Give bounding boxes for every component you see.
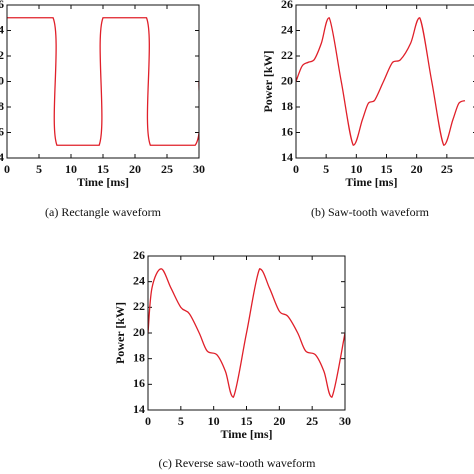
x-tick-label: 5 (36, 162, 42, 176)
x-tick-label: 5 (323, 162, 329, 176)
y-tick-label: 22 (281, 48, 293, 62)
y-tick-label: 22 (133, 299, 145, 313)
x-tick-label: 15 (97, 162, 109, 176)
y-tick-label: 14 (281, 150, 293, 164)
y-tick-label: 14 (0, 150, 4, 164)
x-axis-label: Time [ms] (220, 427, 272, 441)
y-tick-label: 26 (133, 248, 145, 262)
caption: (b) Saw-tooth waveform (311, 205, 430, 219)
x-tick-label: 20 (273, 414, 285, 428)
x-tick-label: 10 (208, 414, 220, 428)
y-tick-label: 20 (0, 73, 4, 87)
x-tick-label: 25 (306, 414, 318, 428)
y-tick-label: 26 (281, 0, 293, 11)
x-tick-label: 25 (441, 162, 453, 176)
y-tick-label: 24 (281, 22, 293, 36)
y-tick-label: 16 (0, 124, 4, 138)
caption: (c) Reverse saw-tooth waveform (159, 456, 317, 470)
y-tick-label: 20 (281, 73, 293, 87)
x-tick-label: 0 (293, 162, 299, 176)
x-axis-label: Time [ms] (345, 175, 397, 189)
y-tick-label: 24 (0, 22, 4, 36)
x-tick-label: 15 (241, 414, 253, 428)
x-tick-label: 0 (145, 414, 151, 428)
x-tick-label: 20 (129, 162, 141, 176)
series-line (7, 17, 199, 146)
x-tick-label: 30 (339, 414, 351, 428)
plot-frame (295, 4, 474, 159)
x-tick-label: 25 (161, 162, 173, 176)
x-tick-label: 20 (411, 162, 423, 176)
caption: (a) Rectangle waveform (45, 205, 162, 219)
plot-frame (147, 255, 346, 411)
y-tick-label: 18 (281, 99, 293, 113)
x-tick-label: 30 (193, 162, 205, 176)
x-tick-label: 10 (65, 162, 77, 176)
y-tick-label: 16 (133, 376, 145, 390)
y-tick-label: 16 (281, 124, 293, 138)
series-line (296, 17, 466, 146)
y-tick-label: 22 (0, 48, 4, 62)
y-tick-label: 14 (133, 402, 145, 416)
y-tick-label: 18 (133, 350, 145, 364)
y-tick-label: 18 (0, 99, 4, 113)
x-tick-label: 10 (350, 162, 362, 176)
series-line (148, 268, 345, 398)
x-tick-label: 15 (381, 162, 393, 176)
x-tick-label: 0 (4, 162, 10, 176)
y-axis-label: Power [kW] (261, 50, 275, 112)
y-axis-label: Power [kW] (113, 302, 127, 364)
plot-frame (6, 4, 200, 159)
y-tick-label: 26 (0, 0, 4, 11)
x-tick-label: 5 (178, 414, 184, 428)
y-tick-label: 20 (133, 325, 145, 339)
y-tick-label: 24 (133, 273, 145, 287)
x-axis-label: Time [ms] (77, 175, 129, 189)
